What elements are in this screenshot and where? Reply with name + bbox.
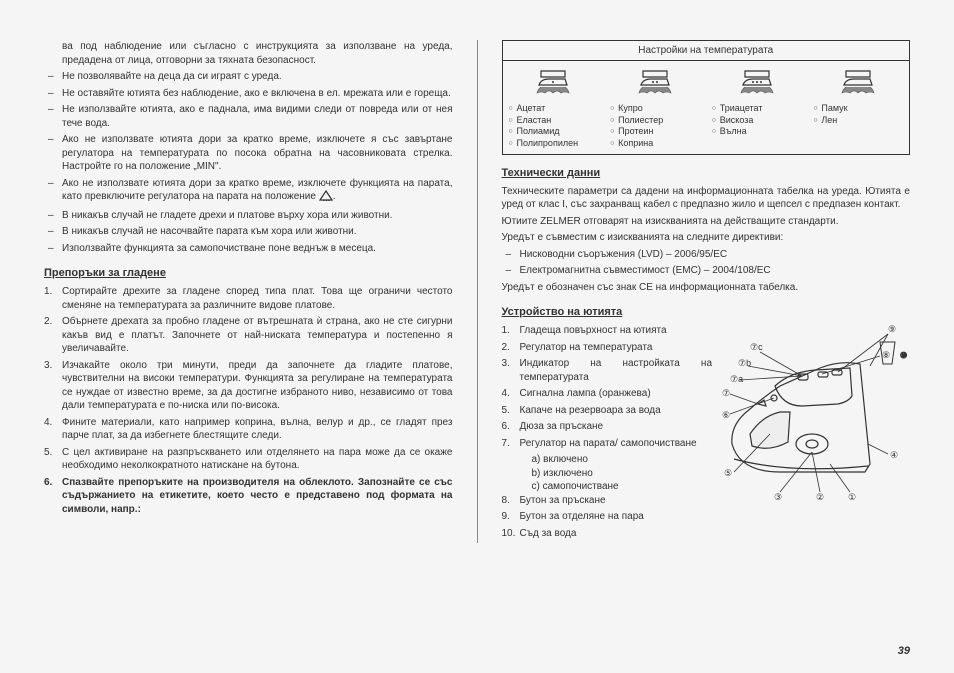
svg-text:⑦c: ⑦c	[750, 342, 763, 352]
bullet-item-steam: Ако не използвате ютията дори за кратко …	[44, 177, 453, 206]
tech-bullet: Електромагнитна съвместимост (EMC) – 200…	[502, 264, 911, 278]
part-item: 7.Регулатор на парата/ самопочистване	[502, 437, 713, 451]
fabric: Вискоза	[712, 115, 802, 127]
svg-text:⑤: ⑤	[724, 468, 732, 478]
temp-col-3: Триацетат Вискоза Вълна	[706, 61, 808, 154]
tech-bullet: Нисководни съоръжения (LVD) – 2006/95/EC	[502, 248, 911, 262]
safety-bullets: Не позволявайте на деца да си играят с у…	[44, 70, 453, 255]
iron-plain-icon	[840, 67, 876, 97]
fabric: Протеин	[610, 126, 700, 138]
svg-text:⑩: ⑩	[900, 351, 907, 360]
temp-col-2: Купро Полиестер Протеин Коприна	[604, 61, 706, 154]
temp-header: Настройки на температурата	[503, 41, 910, 61]
fabric: Триацетат	[712, 103, 802, 115]
bullet-item: В никакъв случай не насочвайте парата къ…	[44, 225, 453, 239]
fabric: Еластан	[509, 115, 599, 127]
continuation-text: ва под наблюдение или съгласно с инструк…	[44, 40, 453, 67]
iron-1dot-icon	[535, 67, 571, 97]
fabric: Полиамид	[509, 126, 599, 138]
bullet-item: В никакъв случай не гладете дрехи и плат…	[44, 209, 453, 223]
rec-item: 3.Изчакайте около три минути, преди да з…	[44, 359, 453, 413]
part-item: 3.Индикатор на настройката на температур…	[502, 357, 713, 384]
rec-item: 4.Фините материали, като например коприн…	[44, 416, 453, 443]
fabric: Полиестер	[610, 115, 700, 127]
fabric: Ацетат	[509, 103, 599, 115]
part-sub: c) самопочистване	[502, 480, 713, 494]
tech-para: Техническите параметри са дадени на инфо…	[502, 185, 911, 212]
iron-3dot-icon	[739, 67, 775, 97]
part-item: 10.Съд за вода	[502, 527, 713, 541]
steam-triangle-icon	[319, 190, 333, 206]
fabric: Купро	[610, 103, 700, 115]
bullet-item: Не използвайте ютията, ако е паднала, им…	[44, 103, 453, 130]
tech-para: Уредът е обозначен със знак CE на информ…	[502, 281, 911, 295]
temp-col-4: Памук Лен	[807, 61, 909, 154]
svg-text:⑨: ⑨	[888, 324, 896, 334]
device-diagram: ⑩	[720, 324, 910, 543]
fabric: Памук	[813, 103, 903, 115]
svg-text:⑥: ⑥	[722, 410, 730, 420]
fabric: Лен	[813, 115, 903, 127]
part-sub: a) включено	[502, 453, 713, 467]
fabric: Вълна	[712, 126, 802, 138]
svg-text:②: ②	[816, 492, 824, 502]
page-number: 39	[898, 645, 910, 657]
temperature-table: Настройки на температурата Ацетат Еласта…	[502, 40, 911, 155]
svg-text:⑦: ⑦	[722, 388, 730, 398]
part-item: 1.Гладеща повърхност на ютията	[502, 324, 713, 338]
iron-diagram-icon: ⑩	[720, 324, 910, 504]
device-heading: Устройство на ютията	[502, 306, 911, 318]
bullet-item: Ако не използвате ютията дори за кратко …	[44, 133, 453, 174]
temp-col-1: Ацетат Еластан Полиамид Полипропилен	[503, 61, 605, 154]
svg-text:⑧: ⑧	[882, 350, 890, 360]
bullet-item: Не оставяйте ютията без наблюдение, ако …	[44, 87, 453, 101]
recommendations-list: 1.Сортирайте дрехите за гладене според т…	[44, 285, 453, 516]
fabric: Полипропилен	[509, 138, 599, 150]
part-sub: b) изключено	[502, 467, 713, 481]
iron-2dot-icon	[637, 67, 673, 97]
rec-item: 2.Обърнете дрехата за пробно гладене от …	[44, 315, 453, 356]
recommendations-heading: Препоръки за гладене	[44, 267, 453, 279]
part-item: 6.Дюза за пръскане	[502, 420, 713, 434]
tech-para: Уредът е съвместим с изискванията на сле…	[502, 231, 911, 245]
part-item: 4.Сигнална лампа (оранжева)	[502, 387, 713, 401]
left-column: ва под наблюдение или съгласно с инструк…	[44, 40, 453, 543]
svg-text:④: ④	[890, 450, 898, 460]
bullet-item: Използвайте функцията за самопочистване …	[44, 242, 453, 256]
svg-text:①: ①	[848, 492, 856, 502]
svg-text:⑦a: ⑦a	[730, 374, 743, 384]
device-parts-list: 1.Гладеща повърхност на ютията 2.Регулат…	[502, 324, 713, 543]
part-item: 5.Капаче на резервоара за вода	[502, 404, 713, 418]
bullet-item: Не позволявайте на деца да си играят с у…	[44, 70, 453, 84]
tech-bullets: Нисководни съоръжения (LVD) – 2006/95/EC…	[502, 248, 911, 278]
rec-item: 1.Сортирайте дрехите за гладене според т…	[44, 285, 453, 312]
svg-text:③: ③	[774, 492, 782, 502]
rec-item: 5.С цел активиране на разпръскването или…	[44, 446, 453, 473]
rec-item-bold: 6.Спазвайте препоръките на производителя…	[44, 476, 453, 517]
fabric: Коприна	[610, 138, 700, 150]
tech-heading: Технически данни	[502, 167, 911, 179]
part-item: 9.Бутон за отделяне на пара	[502, 510, 713, 524]
tech-para: Ютиите ZELMER отговарят на изискванията …	[502, 215, 911, 229]
part-item: 8.Бутон за пръскане	[502, 494, 713, 508]
part-item: 2.Регулатор на температурата	[502, 341, 713, 355]
right-column: Настройки на температурата Ацетат Еласта…	[502, 40, 911, 543]
svg-text:⑦b: ⑦b	[738, 358, 751, 368]
column-divider	[477, 40, 478, 543]
